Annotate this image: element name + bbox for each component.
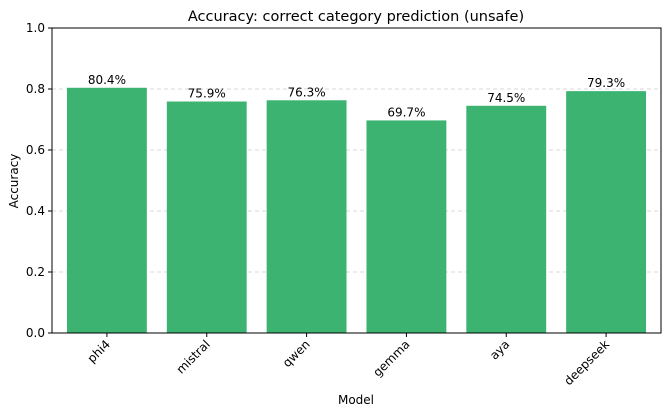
y-tick-label: 0.2 <box>26 265 45 279</box>
x-tick-label-phi4: phi4 <box>85 337 113 365</box>
data-label-qwen: 76.3% <box>288 85 326 99</box>
x-tick-label-gemma: gemma <box>370 337 412 379</box>
chart-title: Accuracy: correct category prediction (u… <box>188 9 524 25</box>
x-axis-label: Model <box>338 393 374 407</box>
data-label-deepseek: 79.3% <box>587 76 625 90</box>
bars <box>66 87 647 334</box>
plot-area-frame <box>51 27 662 334</box>
data-labels: 80.4% 75.9% 76.3% 69.7% 74.5% 79.3% <box>88 73 625 120</box>
y-tick-label: 0.8 <box>26 82 45 96</box>
x-tick-label-deepseek: deepseek <box>561 337 612 388</box>
y-axis-ticks: 0.0 0.2 0.4 0.6 0.8 1.0 <box>26 21 52 340</box>
bar-deepseek <box>566 91 647 333</box>
y-tick-label: 0.0 <box>26 326 45 340</box>
y-tick-label: 0.4 <box>26 204 45 218</box>
data-label-phi4: 80.4% <box>88 73 126 87</box>
bar-mistral <box>166 101 247 333</box>
x-axis-ticks: phi4 mistral qwen gemma aya deepseek <box>85 333 612 388</box>
y-axis-label: Accuracy <box>7 154 21 209</box>
y-tick-label: 0.6 <box>26 143 45 157</box>
data-label-gemma: 69.7% <box>387 105 425 119</box>
x-tick-label-aya: aya <box>487 337 512 362</box>
x-tick-label-qwen: qwen <box>280 337 313 370</box>
data-label-mistral: 75.9% <box>188 87 226 101</box>
bar-qwen <box>266 100 347 333</box>
y-tick-label: 1.0 <box>26 21 45 35</box>
gridlines <box>52 88 661 273</box>
bar-gemma <box>366 120 447 333</box>
data-label-aya: 74.5% <box>487 91 525 105</box>
x-tick-label-mistral: mistral <box>174 337 213 376</box>
bar-phi4 <box>66 87 147 333</box>
bar-aya <box>466 105 547 334</box>
